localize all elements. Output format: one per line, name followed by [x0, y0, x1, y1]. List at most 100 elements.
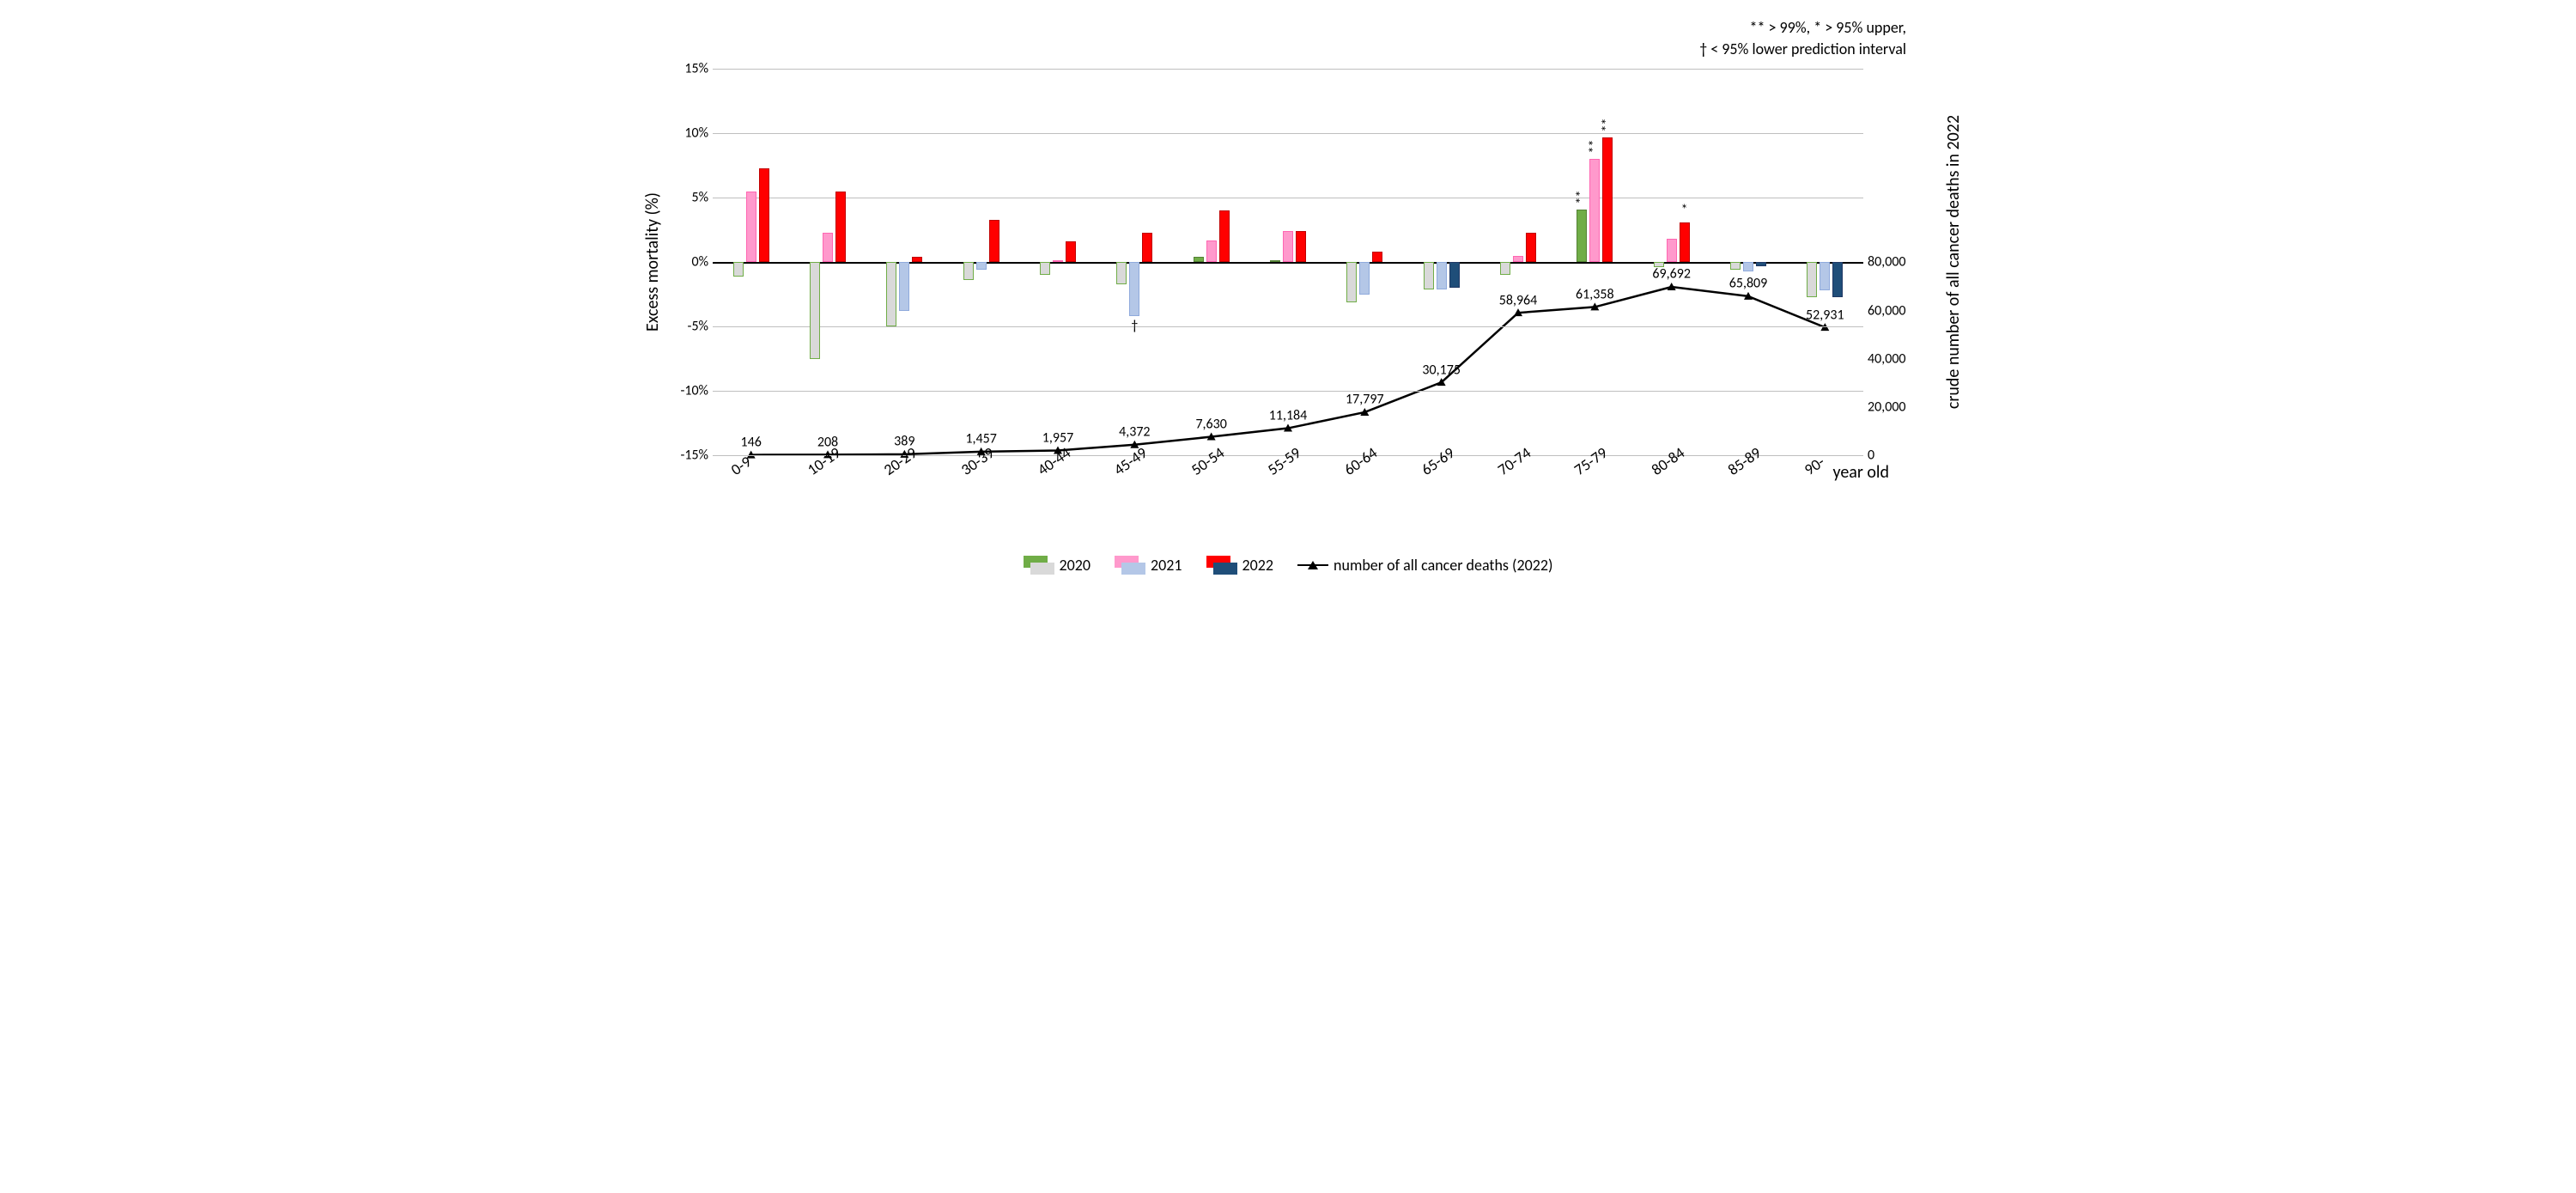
y-left-tick-label: 0%	[674, 254, 708, 271]
line-data-label: 1,957	[1042, 429, 1073, 446]
gridline	[713, 326, 1863, 327]
significance-note: ** > 99%, * > 95% upper, † < 95% lower p…	[644, 17, 1932, 60]
gridline	[713, 262, 1863, 264]
significance-mark: **	[1587, 140, 1603, 154]
significance-mark: **	[1600, 118, 1616, 131]
plot-area: Excess mortality (%) crude number of all…	[713, 69, 1863, 455]
bar-2022	[1372, 252, 1382, 262]
line-data-label: 7,630	[1195, 416, 1226, 432]
line-data-label: 58,964	[1499, 292, 1538, 308]
x-tick-label: 0-9	[727, 453, 755, 480]
bar-2022	[1832, 262, 1843, 297]
bar-2020	[1346, 262, 1357, 302]
line-data-label: 17,797	[1346, 392, 1384, 408]
bar-2021	[1513, 256, 1523, 263]
significance-mark: **	[1574, 190, 1590, 204]
x-axis-title: year old	[1833, 462, 1889, 483]
bar-2020	[1194, 257, 1204, 262]
line-data-label: 61,358	[1576, 286, 1614, 302]
bar-2022	[1756, 262, 1766, 266]
gridline	[713, 133, 1863, 134]
bar-2022	[1526, 233, 1536, 263]
y-left-tick-label: -5%	[674, 319, 708, 335]
y-left-tick-label: -10%	[674, 383, 708, 399]
legend-line-icon	[1297, 556, 1328, 575]
legend-item: 2020	[1024, 556, 1091, 575]
legend-swatch-icon	[1206, 556, 1237, 575]
bar-2021	[1283, 231, 1293, 262]
bar-2022	[1680, 222, 1690, 263]
bar-2020	[1116, 262, 1127, 284]
y-left-axis-title: Excess mortality (%)	[642, 192, 663, 332]
y-right-axis-title: crude number of all cancer deaths in 202…	[1943, 115, 1964, 409]
bar-2021	[1589, 159, 1600, 262]
legend-label: 2021	[1151, 556, 1182, 575]
note-line-2: † < 95% lower prediction interval	[644, 39, 1906, 60]
y-right-tick-label: 20,000	[1868, 399, 1923, 416]
bar-2022	[759, 168, 769, 263]
y-left-tick-label: 15%	[674, 61, 708, 77]
bar-2022	[1066, 241, 1076, 262]
bar-2021	[1206, 240, 1217, 263]
bar-2021	[746, 192, 756, 263]
bar-2022	[835, 192, 846, 263]
legend-label: number of all cancer deaths (2022)	[1334, 556, 1552, 575]
legend-swatch-icon	[1024, 556, 1054, 575]
bar-2022	[1219, 210, 1230, 262]
line-data-label: 30,175	[1422, 362, 1461, 378]
bar-2022	[1602, 137, 1613, 263]
y-left-tick-label: 5%	[674, 190, 708, 206]
bar-2020	[1040, 262, 1050, 275]
bar-2020	[733, 262, 744, 277]
legend-label: 2022	[1242, 556, 1274, 575]
legend-item: 2022	[1206, 556, 1274, 575]
line-data-label: 69,692	[1652, 266, 1691, 283]
bar-2021	[1667, 239, 1677, 262]
bar-2020	[810, 262, 820, 359]
bar-2022	[912, 257, 922, 262]
bar-2021	[1359, 262, 1370, 295]
y-right-tick-label: 60,000	[1868, 302, 1923, 319]
legend: 2020 2021 2022 number of all cancer deaths …	[644, 554, 1932, 575]
line-data-label: 52,931	[1806, 307, 1844, 323]
y-right-tick-label: 80,000	[1868, 254, 1923, 271]
line-data-label: 4,372	[1119, 423, 1150, 440]
bar-2020	[1500, 262, 1510, 275]
y-left-tick-label: 10%	[674, 125, 708, 142]
legend-label: 2020	[1060, 556, 1091, 575]
gridline	[713, 391, 1863, 392]
bar-2020	[1807, 262, 1817, 297]
y-right-tick-label: 0	[1868, 447, 1923, 464]
gridline	[713, 69, 1863, 70]
bar-2020	[886, 262, 896, 326]
bar-2020	[1424, 262, 1434, 289]
bar-2022	[989, 220, 999, 263]
legend-item: number of all cancer deaths (2022)	[1297, 556, 1552, 575]
bar-2020	[963, 262, 974, 280]
bar-2021	[1129, 262, 1139, 316]
bar-2021	[899, 262, 909, 311]
bar-2021	[1743, 262, 1753, 271]
bar-2021	[1053, 260, 1063, 262]
significance-mark: †	[1131, 318, 1138, 334]
x-tick-label: 90-	[1801, 453, 1828, 480]
legend-item: 2021	[1115, 556, 1182, 575]
bar-2021	[1820, 262, 1830, 290]
significance-mark: *	[1681, 202, 1688, 218]
bar-2022	[1296, 231, 1306, 262]
chart-container: ** > 99%, * > 95% upper, † < 95% lower p…	[644, 17, 1932, 575]
bar-2021	[976, 262, 987, 270]
line-data-label: 11,184	[1269, 407, 1308, 423]
line-data-label: 1,457	[965, 431, 996, 447]
bar-2020	[1577, 210, 1587, 263]
bar-2021	[823, 233, 833, 263]
x-axis-labels: year old 0-910-1920-2930-3940-4445-4950-…	[713, 455, 1863, 507]
bar-2021	[1437, 262, 1447, 289]
bar-2020	[1270, 260, 1280, 262]
bar-2022	[1449, 262, 1460, 288]
line-data-label: 146	[740, 434, 761, 450]
note-line-1: ** > 99%, * > 95% upper,	[644, 17, 1906, 39]
line-data-label: 65,809	[1729, 276, 1768, 292]
bar-2020	[1730, 262, 1741, 270]
y-right-tick-label: 40,000	[1868, 350, 1923, 367]
